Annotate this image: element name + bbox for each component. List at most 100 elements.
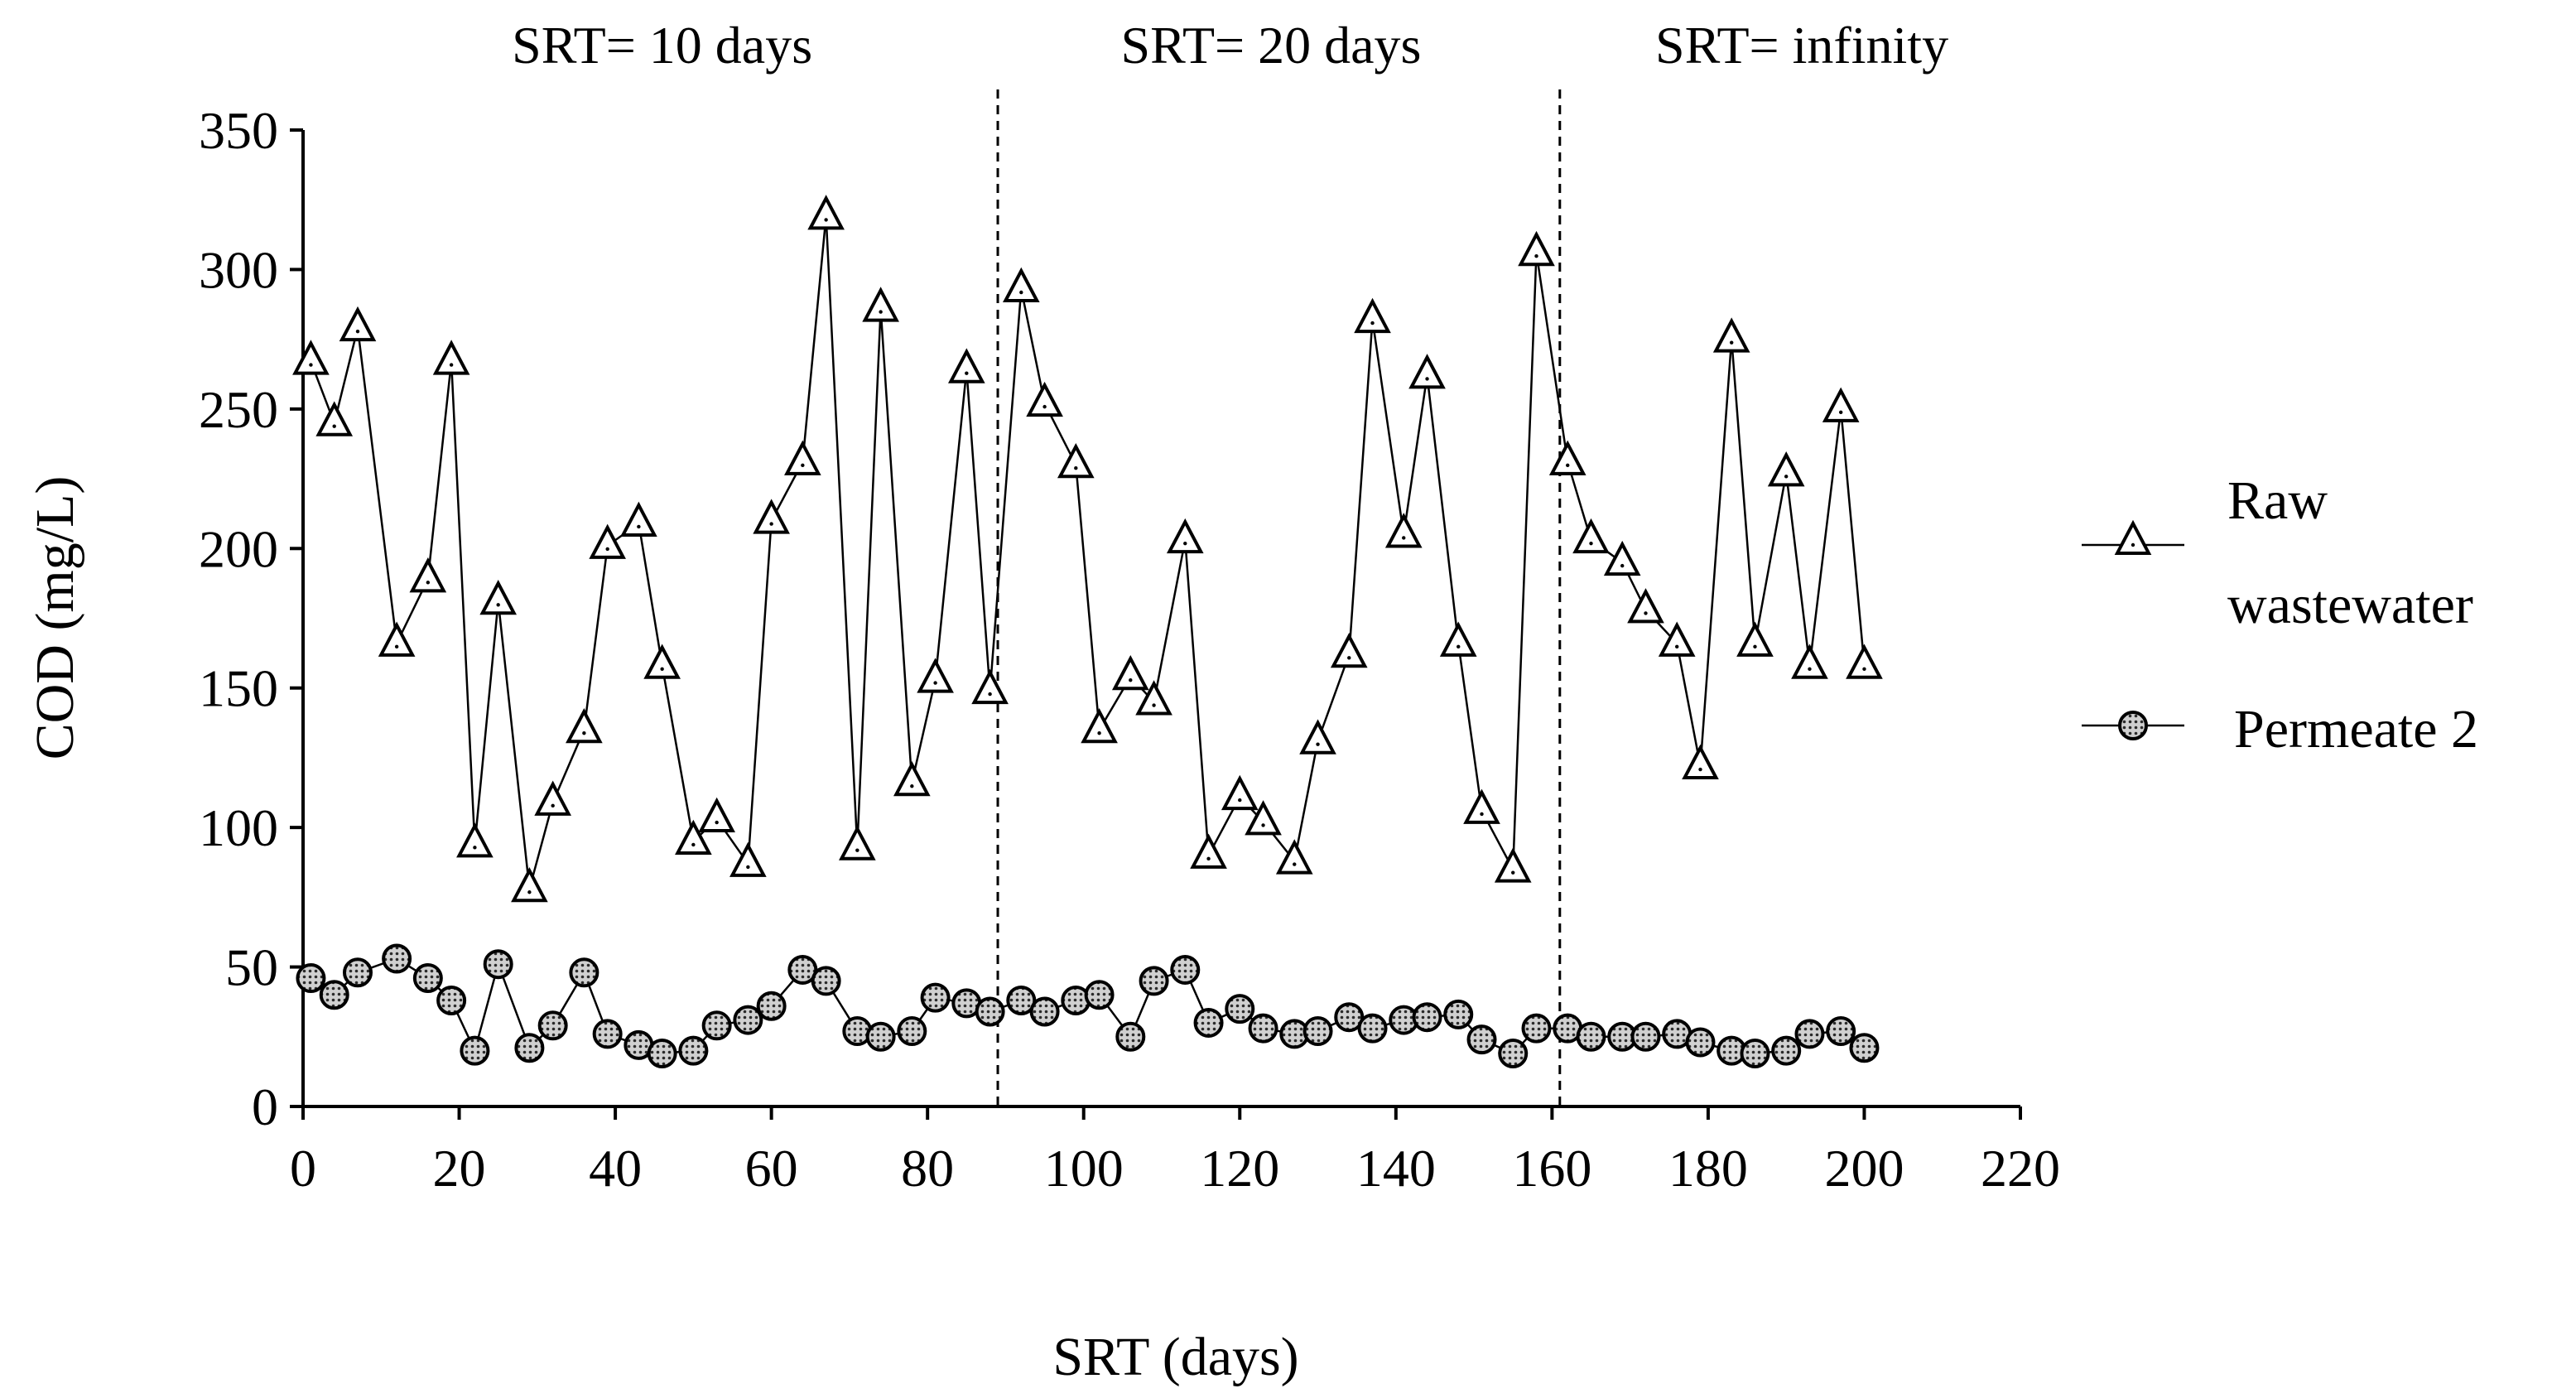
permeate-2-marker <box>1794 1019 1825 1049</box>
raw-wastewater-marker <box>1712 317 1750 353</box>
raw-wastewater-marker <box>893 760 931 797</box>
permeate-2-marker <box>756 991 787 1021</box>
triangle-center-dot <box>1042 404 1047 409</box>
permeate-2-marker <box>897 1016 927 1047</box>
triangle-center-dot <box>1206 856 1211 861</box>
triangle-center-dot <box>1534 254 1538 258</box>
permeate-2-marker <box>1630 1021 1661 1052</box>
permeate-2-marker <box>975 996 1005 1027</box>
raw-wastewater-marker <box>534 780 571 816</box>
raw-wastewater-marker <box>292 340 330 375</box>
raw-wastewater-marker <box>1846 644 1883 679</box>
x-tick-label: 60 <box>745 1139 798 1198</box>
permeate-2-marker <box>811 966 841 996</box>
permeate-2-marker <box>1443 999 1474 1029</box>
raw-wastewater-marker <box>1548 440 1587 475</box>
permeate-2-marker <box>1498 1038 1529 1068</box>
y-tick-label: 100 <box>199 798 278 857</box>
y-ticks: 0 50 100 150 200 250 300 350 <box>199 101 303 1136</box>
raw-wastewater-marker <box>432 340 470 375</box>
triangle-center-dot <box>605 547 609 552</box>
phase-labels: SRT= 10 days SRT= 20 days SRT= infinity <box>512 16 1948 75</box>
permeate-2-marker <box>1225 994 1255 1024</box>
triangle-center-dot <box>1729 340 1734 345</box>
raw-wastewater-marker <box>1166 518 1204 554</box>
triangle-center-dot <box>1129 678 1133 682</box>
permeate-2-marker <box>1115 1021 1146 1052</box>
raw-wastewater-marker <box>1221 774 1259 811</box>
raw-wastewater-marker <box>589 523 626 559</box>
raw-wastewater-marker <box>511 866 548 903</box>
permeate-2-marker <box>701 1010 732 1041</box>
raw-wastewater-marker <box>1627 588 1664 624</box>
triangle-center-dot <box>2131 542 2135 547</box>
raw-wastewater-marker <box>948 348 985 383</box>
triangle-center-dot <box>1316 742 1320 746</box>
x-tick-label: 200 <box>1824 1139 1904 1198</box>
permeate-2-marker <box>1029 996 1060 1027</box>
permeate-2-marker <box>1740 1038 1770 1068</box>
permeate-2-marker <box>1248 1013 1278 1044</box>
triangle-center-dot <box>1238 798 1242 803</box>
raw-wastewater-marker <box>315 401 354 436</box>
raw-wastewater-marker <box>1572 518 1610 554</box>
permeate-2-marker <box>460 1035 490 1066</box>
triangle-center-dot <box>879 310 883 314</box>
triangle-center-dot <box>933 681 937 685</box>
triangle-center-dot <box>1589 541 1593 546</box>
triangle-center-dot <box>1402 536 1406 540</box>
x-tick-label: 80 <box>901 1139 954 1198</box>
permeate-2-marker <box>647 1038 677 1068</box>
raw-wastewater-marker <box>1463 788 1500 824</box>
triangle-center-dot <box>1152 703 1156 707</box>
triangle-center-dot <box>1620 563 1625 568</box>
raw-wastewater-marker <box>698 797 735 833</box>
triangle-center-dot <box>1425 377 1429 381</box>
raw-wastewater-marker <box>1791 644 1828 679</box>
permeate-2-marker <box>319 980 349 1010</box>
raw-wastewater-marker <box>1767 451 1805 487</box>
permeate-2-marker <box>1334 1002 1365 1033</box>
raw-wastewater-marker <box>409 557 447 593</box>
permeate-2-marker <box>296 963 326 994</box>
permeate-2-marker <box>1685 1027 1716 1058</box>
permeate-2-marker <box>1771 1035 1802 1066</box>
raw-wastewater-marker <box>1190 833 1227 869</box>
series-permeate-2 <box>296 943 1880 1068</box>
raw-wastewater-marker <box>1354 297 1391 334</box>
raw-wastewater-marker <box>1026 381 1063 417</box>
x-ticks: 0 20 40 60 80 100 120 140 160 180 200 220 <box>290 1106 2060 1198</box>
x-tick-label: 140 <box>1356 1139 1436 1198</box>
triangle-center-dot <box>691 842 696 847</box>
triangle-center-dot <box>355 329 360 334</box>
raw-wastewater-marker <box>917 658 954 693</box>
raw-wastewater-marker <box>1518 230 1555 267</box>
series-raw-wastewater <box>292 195 1883 903</box>
phase-dividers <box>996 89 1562 1106</box>
permeate-2-marker <box>678 1035 709 1066</box>
y-tick-label: 50 <box>225 938 278 997</box>
triangle-center-dot <box>910 784 914 788</box>
legend-permeate-2-label: Permeate 2 <box>2234 699 2478 759</box>
raw-wastewater-marker <box>1081 707 1118 744</box>
triangle-center-dot <box>551 803 555 808</box>
triangle-center-dot <box>426 581 431 585</box>
legend: Raw wastewater Permeate 2 <box>2082 470 2478 759</box>
raw-wastewater-line <box>310 216 1866 889</box>
triangle-center-dot <box>824 218 828 222</box>
triangle-center-dot <box>1183 541 1187 546</box>
raw-wastewater-marker <box>729 841 767 877</box>
raw-wastewater-marker <box>620 501 657 537</box>
axes <box>301 130 2020 1108</box>
triangle-center-dot <box>1675 644 1679 649</box>
raw-wastewater-marker <box>1736 621 1774 657</box>
triangle-center-dot <box>660 667 664 671</box>
x-axis-title: SRT (days) <box>1052 1327 1298 1387</box>
permeate-2-marker <box>1357 1013 1388 1044</box>
permeate-2-marker <box>483 949 513 980</box>
raw-wastewater-marker <box>479 580 517 615</box>
triangle-center-dot <box>1511 870 1515 875</box>
triangle-center-dot <box>1293 862 1297 866</box>
permeate-2-marker <box>412 963 443 994</box>
